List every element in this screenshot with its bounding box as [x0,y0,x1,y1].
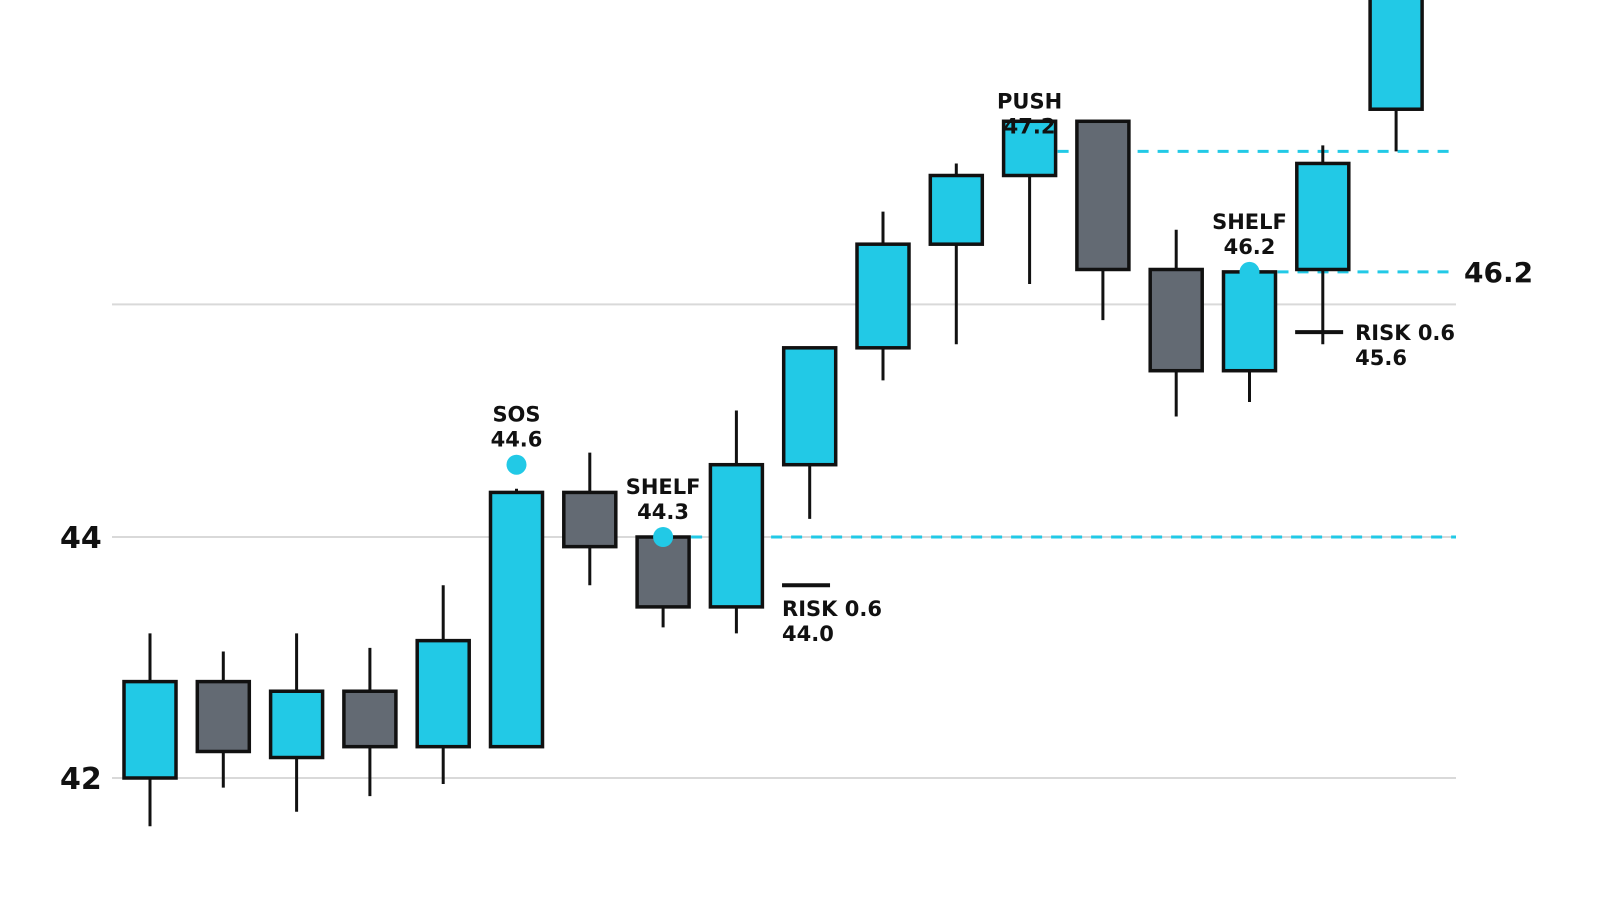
risk-label: RISK 0.6 [782,597,882,621]
annotation-value: 44.6 [491,428,543,452]
candle [268,633,325,812]
candle-body [708,462,765,609]
candle [1221,270,1278,403]
risk-label: RISK 0.6 [1355,321,1455,345]
annotation-title: SHELF [1212,210,1287,234]
candle-body [1001,119,1058,178]
candle [708,410,765,634]
annotation-dot [653,527,674,547]
candle-body [928,173,985,246]
candle [1148,229,1204,417]
candle [1295,145,1351,345]
candle-body [1295,161,1351,272]
y-tick-label: 42 [60,762,102,797]
candle [781,346,838,519]
annotation-title: PUSH [997,89,1062,113]
annotation-dot [1019,141,1040,162]
candle [122,633,178,827]
candle [415,585,471,785]
candle-body [488,490,545,749]
candle [855,211,911,381]
candle-body [1075,119,1131,272]
candle [342,647,398,797]
candle-body [562,490,618,549]
candle [1001,119,1058,284]
y-tick-label: 44 [60,521,102,556]
annotation-dot [506,454,527,475]
candle [562,452,618,586]
candle-body [855,242,911,350]
axis-labels-layer: 42 44 46.2 [60,256,1533,797]
level-label: 46.2 [1464,256,1533,289]
candle-body [268,689,325,760]
candle-body [635,535,691,609]
annotation-dot [1239,261,1260,282]
risk-value: 45.6 [1355,346,1407,370]
candle [928,163,985,345]
candle [1075,119,1131,321]
candle-body [195,679,252,754]
candle-body [1221,270,1278,373]
candle-body [781,346,838,467]
candle [1368,0,1424,152]
candle [195,651,252,788]
annotation-value: 47.2 [1004,114,1056,138]
annotation-title: SHELF [626,475,701,499]
risk-value: 44.0 [782,622,834,646]
candle-body [342,689,398,749]
candles-layer [122,0,1424,827]
candle-body [1368,0,1424,111]
candle [488,488,545,749]
candle-body [122,679,178,780]
annotation-value: 44.3 [637,500,689,524]
candle-body [1148,267,1204,373]
candle [635,535,691,628]
annotation-value: 46.2 [1224,235,1276,259]
candle-body [415,638,471,749]
annotation-title: SOS [492,403,540,427]
